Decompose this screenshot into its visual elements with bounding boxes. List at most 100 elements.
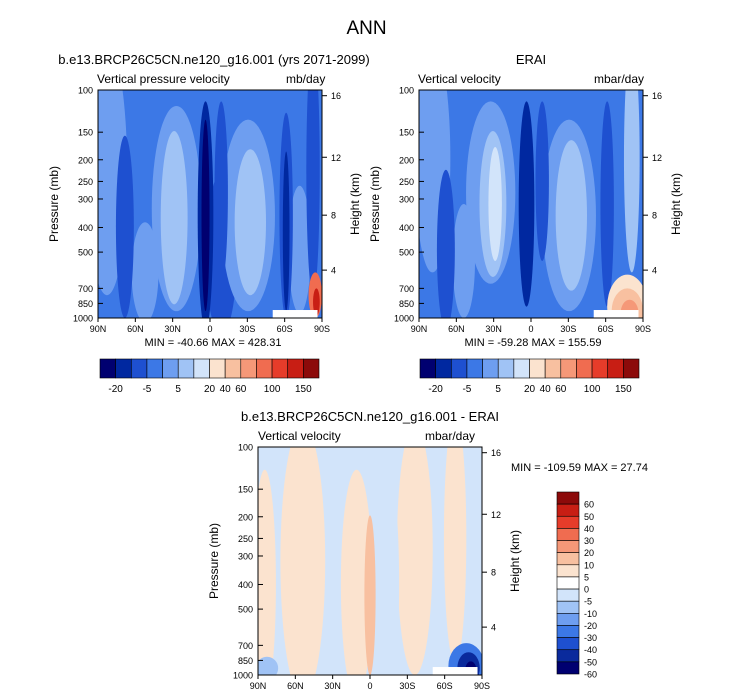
obs-x-tick-label: 90N — [411, 324, 428, 334]
main-colorbar-swatch — [482, 358, 499, 379]
diff-colorbar-label: 10 — [584, 560, 594, 570]
diff-colorbar-swatch — [556, 503, 580, 517]
main-colorbar-label: 20 — [204, 384, 216, 395]
model-x-tick-label: 60N — [127, 324, 144, 334]
diff-height-tick-label: 4 — [491, 623, 496, 633]
diff-panel-title: b.e13.BRCP26C5CN.ne120_g16.001 - ERAI — [241, 409, 499, 424]
diff-colorbar-swatch — [556, 613, 580, 626]
diff-height-tick-label: 12 — [491, 510, 501, 520]
obs-x-tick-label: 30N — [485, 324, 502, 334]
main-colorbar-swatch — [99, 358, 116, 379]
obs-contour-region — [600, 101, 614, 307]
diff-contour-region — [280, 447, 326, 675]
main-colorbar-swatch — [435, 358, 452, 379]
model-x-tick-label: 0 — [207, 324, 212, 334]
obs-stats: MIN = -59.28 MAX = 155.59 — [464, 337, 602, 349]
main-colorbar-swatch — [146, 358, 163, 379]
diff-y-tick-label: 700 — [238, 641, 253, 651]
model-y-tick-label: 100 — [78, 86, 93, 96]
model-contour-region — [282, 151, 290, 312]
model-x-tick-label: 90S — [314, 324, 330, 334]
model-contour-region — [313, 288, 320, 316]
diff-x-tick-label: 90N — [250, 681, 267, 691]
obs-left-label: Vertical velocity — [418, 72, 501, 86]
diff-colorbar-label: 60 — [584, 500, 594, 510]
diff-y-tick-label: 250 — [238, 534, 253, 544]
diff-colorbar-swatch — [556, 637, 580, 651]
main-colorbar-label: 150 — [615, 384, 632, 395]
model-contour-region — [115, 135, 134, 318]
diff-pressure-axis-label: Pressure (mb) — [207, 523, 221, 599]
obs-height-axis-label: Height (km) — [669, 173, 683, 235]
obs-y-tick-label: 250 — [399, 177, 414, 187]
main-colorbar-label: -5 — [462, 384, 471, 395]
diff-colorbar-swatch — [556, 649, 580, 663]
main-colorbar-swatch — [466, 358, 483, 379]
obs-height-tick-label: 4 — [652, 266, 657, 276]
obs-contour-region — [452, 204, 475, 318]
main-colorbar-label: 60 — [235, 384, 247, 395]
model-y-tick-label: 150 — [78, 128, 93, 138]
obs-height-tick-label: 8 — [652, 211, 657, 221]
obs-plot: 100 150 200 250 300 400 500 700 850 1000 16 12 8 4 90N… — [368, 86, 683, 335]
main-colorbar-swatch — [544, 358, 562, 379]
diff-contour-region — [364, 515, 376, 675]
diff-contour-region — [396, 447, 433, 675]
model-y-tick-label: 500 — [78, 248, 93, 258]
main-colorbar-swatch — [607, 358, 624, 379]
obs-contour-region — [436, 169, 455, 318]
diff-y-tick-label: 300 — [238, 551, 253, 561]
main-colorbar-swatch — [560, 358, 577, 379]
obs-y-tick-label: 850 — [399, 299, 414, 309]
main-colorbar-swatch — [287, 358, 304, 379]
diff-colorbar-label: -30 — [584, 633, 597, 643]
figure-title: ANN — [346, 18, 387, 39]
obs-x-tick-label: 90S — [635, 324, 651, 334]
model-left-label: Vertical pressure velocity — [97, 72, 230, 86]
model-contour-region — [234, 149, 266, 296]
main-colorbar-label: 40 — [220, 384, 232, 395]
diff-colorbar-label: -20 — [584, 621, 597, 631]
model-y-tick-label: 300 — [78, 194, 93, 204]
main-colorbar-label: 40 — [540, 384, 552, 395]
diff-contour-region — [340, 469, 373, 675]
obs-panel-title: ERAI — [515, 52, 547, 67]
diff-colorbar-label: 5 — [584, 572, 589, 582]
model-x-tick-label: 60S — [277, 324, 293, 334]
diff-x-tick-label: 60N — [287, 681, 304, 691]
diff-stats: MIN = -109.59 MAX = 27.74 — [511, 462, 648, 474]
model-panel-title: b.e13.BRCP26C5CN.ne120_g16.001 (yrs 2071… — [58, 52, 370, 67]
main-colorbar-swatch — [130, 358, 148, 379]
obs-y-tick-label: 500 — [399, 248, 414, 258]
model-contour-region — [214, 101, 228, 284]
obs-y-tick-label: 300 — [399, 194, 414, 204]
obs-y-tick-label: 700 — [399, 284, 414, 294]
model-height-tick-label: 16 — [331, 91, 341, 101]
main-colorbar-swatch — [576, 358, 593, 379]
obs-x-tick-label: 60N — [448, 324, 465, 334]
main-colorbar-label: -5 — [142, 384, 151, 395]
main-colorbar-swatch — [162, 358, 179, 379]
diff-left-label: Vertical velocity — [258, 429, 341, 443]
diff-x-tick-label: 30N — [324, 681, 341, 691]
main-colorbar-swatch — [497, 358, 515, 379]
obs-y-tick-label: 150 — [399, 128, 414, 138]
diff-x-tick-label: 60S — [437, 681, 453, 691]
diff-y-tick-label: 850 — [238, 656, 253, 666]
diff-height-axis-label: Height (km) — [508, 530, 522, 592]
diff-colorbar-label: -5 — [584, 597, 592, 607]
diff-colorbar-swatch — [556, 661, 580, 675]
diff-colorbar-swatch — [556, 491, 580, 505]
main-colorbar-swatch — [623, 358, 640, 379]
main-colorbar-swatch — [419, 358, 436, 379]
diff-colorbar-swatch — [556, 515, 580, 529]
diff-contour-region — [443, 447, 467, 664]
diff-colorbar-label: 40 — [584, 524, 594, 534]
diff-colorbar-label: 0 — [584, 585, 589, 595]
diff-plot: 100 150 200 250 300 400 500 700 850 1000 16 12 8 4 90N… — [207, 443, 522, 692]
main-colorbar-swatch — [209, 358, 226, 379]
obs-y-tick-label: 100 — [399, 86, 414, 96]
model-y-tick-label: 700 — [78, 284, 93, 294]
main-colorbar-swatch — [177, 358, 195, 379]
diff-y-tick-label: 400 — [238, 580, 253, 590]
